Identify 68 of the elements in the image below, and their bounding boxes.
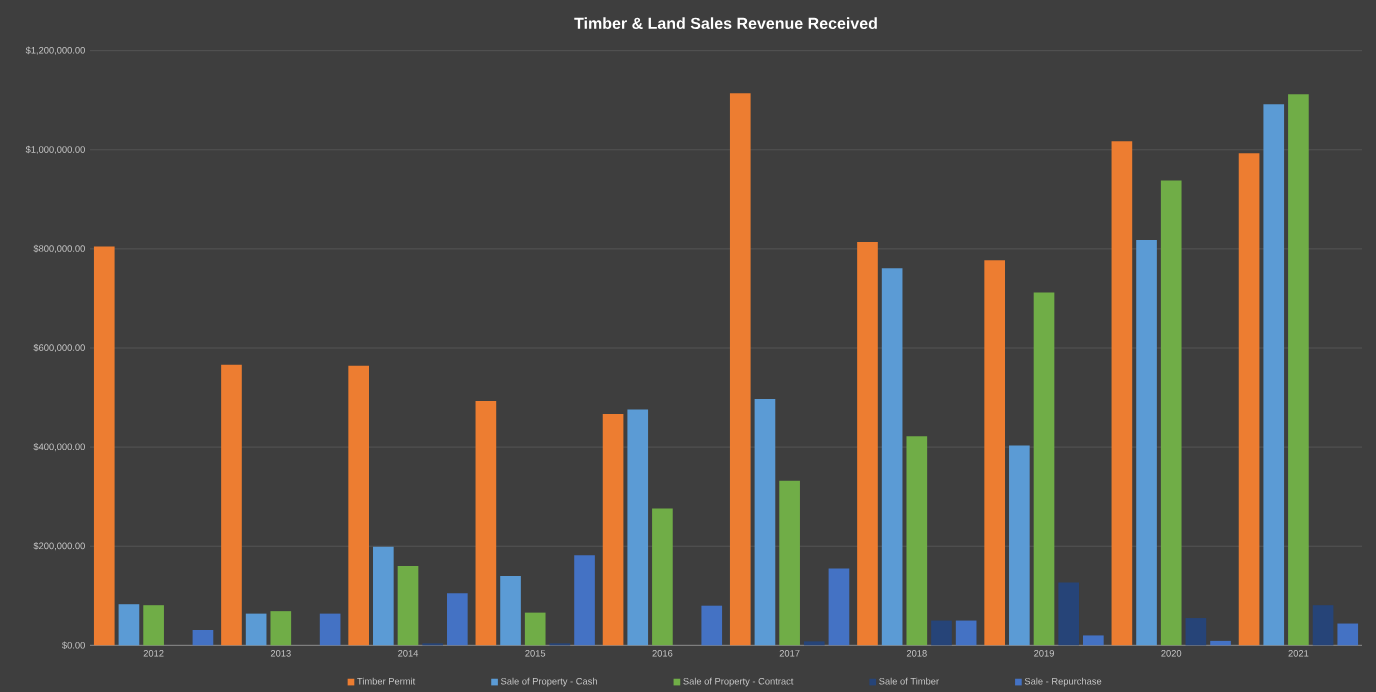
x-tick-label: 2021 — [1288, 650, 1309, 657]
bar — [1337, 623, 1359, 646]
x-tick-label: 2013 — [270, 650, 291, 657]
y-tick-label: $400,000.00 — [33, 443, 85, 452]
bar — [1136, 239, 1157, 646]
legend-label: Timber Permit — [357, 677, 416, 685]
y-tick-label: $0.00 — [62, 641, 85, 650]
x-tick-label: 2019 — [1034, 650, 1054, 657]
bar — [1160, 180, 1182, 646]
bar — [397, 566, 419, 646]
bar — [143, 605, 164, 646]
y-tick-label: $800,000.00 — [33, 244, 85, 253]
bar — [906, 436, 928, 646]
bar — [1185, 618, 1207, 646]
bar — [348, 365, 370, 646]
bar — [729, 93, 751, 646]
x-tick-label: 2020 — [1161, 650, 1182, 657]
bar — [373, 546, 394, 646]
bar — [245, 613, 267, 646]
bar — [627, 409, 649, 646]
legend-label: Sale of Timber — [879, 677, 939, 685]
bar — [1263, 104, 1285, 646]
legend-label: Sale of Property - Cash — [500, 677, 597, 687]
x-tick-label: 2017 — [779, 650, 800, 657]
bar — [500, 575, 521, 646]
bar — [319, 613, 341, 646]
bar — [447, 593, 468, 646]
bar — [270, 611, 292, 646]
x-tick-label: 2012 — [143, 650, 164, 657]
bar — [1033, 292, 1055, 646]
bar — [1083, 635, 1104, 646]
bar — [1009, 445, 1030, 646]
bar — [1238, 153, 1260, 646]
y-tick-label: $1,200,000.00 — [25, 46, 85, 55]
bar — [574, 555, 595, 646]
bar — [1288, 94, 1309, 646]
bar — [1058, 582, 1080, 646]
bar — [93, 246, 115, 646]
bar — [828, 568, 850, 646]
bar — [1312, 605, 1334, 646]
y-tick-label: $200,000.00 — [33, 542, 85, 551]
bar — [1210, 640, 1231, 646]
bar — [931, 620, 952, 646]
bar — [475, 401, 497, 646]
bar — [118, 604, 140, 646]
legend-label: Sale of Property - Contract — [683, 677, 794, 687]
x-tick-label: 2014 — [398, 650, 419, 657]
bar — [192, 629, 214, 646]
bar — [221, 364, 242, 646]
bar — [602, 413, 624, 646]
x-tick-label: 2016 — [652, 650, 673, 657]
bar — [803, 641, 825, 646]
bar — [955, 620, 977, 646]
bar — [779, 480, 800, 646]
bar — [701, 605, 723, 646]
bar — [1111, 141, 1133, 646]
y-tick-label: $1,000,000.00 — [25, 145, 85, 154]
chart-title: Timber & Land Sales Revenue Received — [574, 17, 877, 30]
x-tick-label: 2018 — [906, 650, 927, 657]
bar — [754, 399, 776, 646]
y-tick-label: $600,000.00 — [33, 343, 85, 353]
bar — [524, 612, 546, 646]
bar — [881, 268, 903, 646]
bar — [857, 241, 878, 646]
bar — [652, 508, 673, 646]
bar — [984, 260, 1006, 646]
x-tick-label: 2015 — [525, 650, 546, 657]
legend-label: Sale - Repurchase — [1024, 677, 1102, 687]
